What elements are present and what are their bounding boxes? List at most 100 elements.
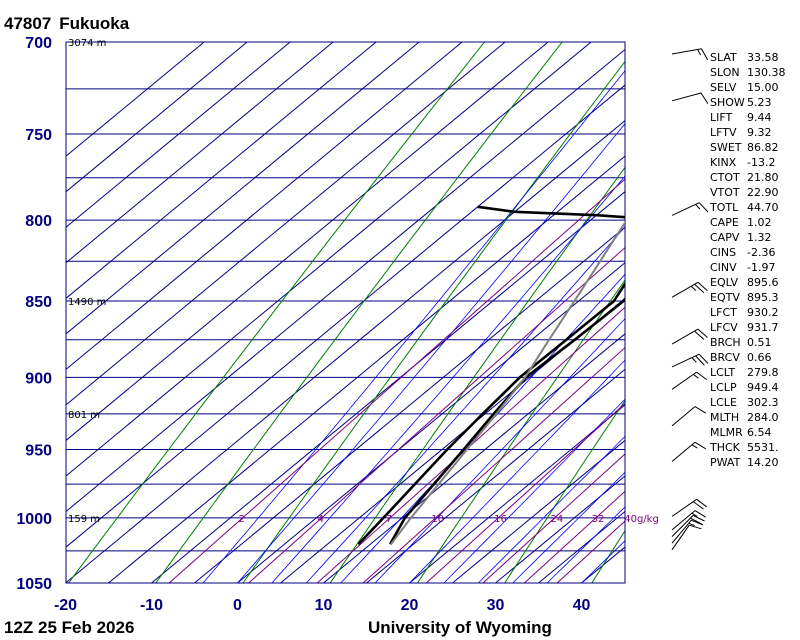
mixing-ratio-line (168, 178, 625, 583)
pressure-tick-label: 750 (25, 127, 52, 144)
mixing-ratio-label: 10 (431, 514, 444, 525)
wind-barb (671, 371, 707, 390)
wind-barb (671, 328, 708, 345)
station-title: 47807 Fukuoka (4, 14, 130, 33)
sounding-curves (357, 205, 625, 546)
mixing-ratio-label: 2 (238, 514, 244, 525)
moist-adiabat (202, 70, 625, 583)
stability-indices: SLAT 33.58 SLON 130.38 SELV 15.00 SHOW 5.23 LIFT… (710, 50, 786, 470)
index-row-eqtv: EQTV 895.3 (710, 290, 786, 305)
index-row-lift: LIFT 9.44 (710, 110, 786, 125)
footer-time: 12Z 25 Feb 2026 (4, 618, 134, 637)
pressure-tick-label: 850 (25, 294, 52, 311)
index-row-capv: CAPV 1.32 (710, 230, 786, 245)
index-row-ctot: CTOT 21.80 (710, 170, 786, 185)
wind-barb (671, 510, 707, 531)
dry-adiabat (417, 279, 625, 583)
index-row-vtot: VTOT 22.90 (710, 185, 786, 200)
index-row-slon: SLON 130.38 (710, 65, 786, 80)
index-key: SWET (710, 141, 742, 154)
mixing-ratio-label: 4 (318, 514, 324, 525)
index-key: TOTL (710, 201, 739, 214)
index-key: MLTH (710, 411, 740, 424)
temperature-tick-label: -10 (140, 597, 163, 614)
index-value: -1.97 (747, 261, 776, 274)
index-row-slat: SLAT 33.58 (710, 50, 786, 65)
wind-barbs (671, 48, 709, 551)
wind-barb (671, 524, 702, 551)
wind-barb (671, 519, 704, 544)
index-value: 9.32 (747, 126, 772, 139)
index-row-lfct: LFCT 930.2 (710, 305, 786, 320)
index-key: THCK (710, 441, 740, 454)
index-value: 33.58 (747, 51, 779, 64)
pressure-tick-label: 700 (25, 35, 52, 52)
pressure-tick-label: 1050 (16, 576, 52, 593)
mixing-ratio-line (248, 246, 625, 583)
index-value: 6.54 (747, 426, 772, 439)
isotherm (66, 42, 463, 371)
wind-barb (671, 441, 707, 462)
height-label: 3074 m (68, 38, 106, 49)
index-key: KINX (710, 156, 737, 169)
index-row-show: SHOW 5.23 (710, 95, 786, 110)
index-value: -13.2 (747, 156, 776, 169)
index-key: LFCV (710, 321, 738, 334)
wind-barb (671, 406, 707, 427)
wind-barb (671, 281, 708, 298)
index-value: 22.90 (747, 186, 779, 199)
mixing-ratio-line (316, 306, 625, 583)
isotherm (66, 42, 592, 477)
wind-barb (671, 48, 709, 61)
index-key: PWAT (710, 456, 741, 469)
index-key: LCLT (710, 366, 736, 379)
temperature-tick-label: 30 (487, 597, 505, 614)
index-value: 14.20 (747, 456, 779, 469)
mixing-ratio-label: 16 (494, 514, 507, 525)
index-value: 279.8 (747, 366, 779, 379)
mixing-ratio-line (524, 490, 625, 583)
index-row-lclp: LCLP 949.4 (710, 380, 786, 395)
index-key: SLAT (710, 51, 737, 64)
index-value: 949.4 (747, 381, 779, 394)
index-row-brcv: BRCV 0.66 (710, 350, 786, 365)
index-key: SLON (710, 66, 740, 79)
index-row-pwat: PWAT 14.20 (710, 455, 786, 470)
index-row-selv: SELV 15.00 (710, 80, 786, 95)
index-value: 1.32 (747, 231, 772, 244)
isotherm (66, 42, 291, 228)
index-row-lcle: LCLE 302.3 (710, 395, 786, 410)
index-row-thck: THCK 5531. (710, 440, 786, 455)
temperature-line (388, 297, 625, 545)
pressure-tick-label: 1000 (16, 511, 52, 528)
index-value: 302.3 (747, 396, 779, 409)
isotherm (66, 48, 625, 513)
height-label: 1490 m (68, 297, 106, 308)
isotherm (66, 42, 248, 193)
index-value: 86.82 (747, 141, 779, 154)
index-value: 0.51 (747, 336, 772, 349)
isotherm (66, 42, 334, 264)
moist-adiabat (237, 122, 625, 583)
index-key: SELV (710, 81, 737, 94)
isotherm (66, 42, 506, 406)
temperature-tick-label: 40 (573, 597, 591, 614)
index-key: BRCH (710, 336, 741, 349)
index-row-eqlv: EQLV 895.6 (710, 275, 786, 290)
wind-barb (671, 92, 709, 104)
dry-adiabat (68, 42, 485, 583)
temperature-tick-label: -20 (54, 597, 77, 614)
index-key: CAPV (710, 231, 740, 244)
mixing-ratio-label: 40g/kg (624, 514, 659, 525)
parcel-line (390, 220, 625, 545)
temperature-tick-label: 0 (233, 597, 242, 614)
index-key: EQLV (710, 276, 739, 289)
moist-adiabat (409, 359, 625, 583)
isotherm (237, 262, 625, 583)
index-row-kinx: KINX -13.2 (710, 155, 786, 170)
moist-adiabat (512, 471, 625, 583)
pressure-tick-label: 800 (25, 213, 52, 230)
mixing-ratio-line (482, 453, 625, 583)
pressure-tick-label: 900 (25, 370, 52, 387)
